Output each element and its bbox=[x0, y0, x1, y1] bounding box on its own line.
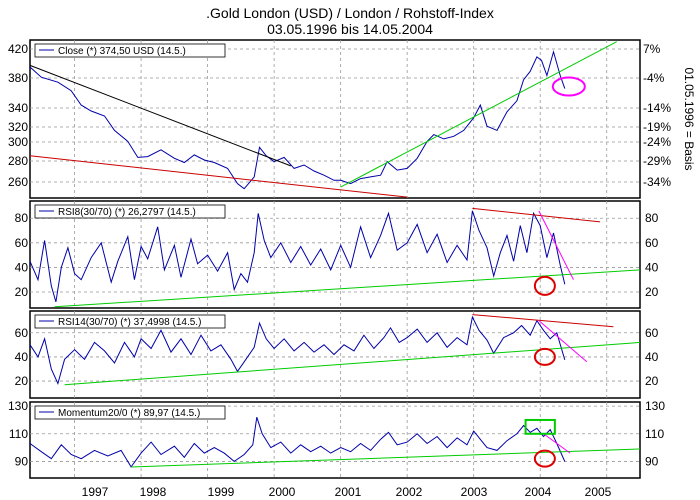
rsi14-short-trend bbox=[538, 320, 588, 363]
legend: RSI8(30/70) (*) 26,2797 (14.5.) bbox=[34, 204, 226, 219]
rsi14-highlight-circle bbox=[533, 347, 556, 366]
legend: Momentum20/0 (*) 89,97 (14.5.) bbox=[34, 405, 226, 420]
basis-label: 01.05.1996 = Basis bbox=[682, 67, 696, 170]
y-tick-label-right: 130 bbox=[645, 399, 665, 413]
legend-box bbox=[34, 314, 226, 329]
pct-tick-label: -4% bbox=[643, 71, 665, 85]
pct-tick-label: -14% bbox=[643, 101, 671, 115]
legend-box bbox=[34, 43, 226, 58]
y-tick-label: 20 bbox=[15, 285, 29, 299]
rsi8-short-trend bbox=[538, 210, 574, 280]
pct-tick-label: 7% bbox=[643, 42, 661, 56]
legend-box bbox=[34, 204, 226, 219]
legend: RSI14(30/70) (*) 37,4998 (14.5.) bbox=[34, 314, 226, 329]
rsi8-support-line bbox=[54, 269, 641, 308]
series-line bbox=[29, 210, 566, 303]
y-tick-label-right: 110 bbox=[645, 427, 664, 441]
y-tick-label: 300 bbox=[8, 135, 28, 149]
momentum-support-line bbox=[131, 448, 641, 468]
panel-frame-1 bbox=[29, 39, 641, 199]
downtrend-line bbox=[29, 64, 291, 167]
x-tick-label: 1997 bbox=[82, 485, 109, 499]
x-tick-label: 2003 bbox=[461, 485, 488, 499]
pct-tick-label: -19% bbox=[643, 120, 671, 134]
y-tick-label-right: 40 bbox=[645, 260, 659, 274]
y-tick-label: 110 bbox=[9, 427, 28, 441]
legend: Close (*) 374,50 USD (14.5.) bbox=[34, 43, 226, 58]
y-tick-label: 60 bbox=[15, 326, 29, 340]
pct-tick-label: -34% bbox=[643, 175, 671, 189]
pct-tick-label: -24% bbox=[643, 135, 671, 149]
chart-title: .Gold London (USD) / London / Rohstoff-I… bbox=[206, 5, 494, 21]
y-tick-label: 340 bbox=[8, 101, 28, 115]
legend-box bbox=[34, 405, 226, 420]
y-tick-label-right: 80 bbox=[645, 211, 659, 225]
legend-label: Close (*) 374,50 USD (14.5.) bbox=[58, 46, 186, 57]
y-tick-label: 40 bbox=[15, 260, 29, 274]
momentum-highlight-circle bbox=[533, 449, 556, 468]
momentum-highlight-box bbox=[524, 418, 556, 435]
x-tick-label: 1999 bbox=[208, 485, 235, 499]
y-tick-label: 40 bbox=[15, 350, 29, 364]
uptrend-line bbox=[340, 41, 617, 188]
y-tick-label: 90 bbox=[15, 454, 29, 468]
y-tick-label: 130 bbox=[8, 399, 28, 413]
y-tick-label: 80 bbox=[15, 211, 29, 225]
x-tick-label: 2002 bbox=[396, 485, 423, 499]
x-tick-label: 2005 bbox=[585, 485, 612, 499]
x-tick-label: 2004 bbox=[525, 485, 552, 499]
y-tick-label: 260 bbox=[8, 175, 28, 189]
series-line bbox=[29, 315, 566, 385]
legend-label: RSI14(30/70) (*) 37,4998 (14.5.) bbox=[58, 317, 201, 328]
legend-label: RSI8(30/70) (*) 26,2797 (14.5.) bbox=[58, 207, 196, 218]
rsi8-highlight-circle bbox=[533, 275, 556, 296]
panel-frame-2 bbox=[29, 200, 641, 309]
series-line bbox=[29, 49, 566, 190]
rsi14-resistance-line bbox=[472, 314, 614, 328]
y-tick-label: 280 bbox=[8, 154, 28, 168]
momentum-short-trend bbox=[543, 433, 571, 454]
x-tick-label: 2001 bbox=[335, 485, 362, 499]
y-tick-label-right: 40 bbox=[645, 350, 659, 364]
chart-subtitle: 03.05.1996 bis 14.05.2004 bbox=[267, 21, 433, 37]
y-tick-label: 380 bbox=[8, 71, 28, 85]
y-tick-label-right: 60 bbox=[645, 236, 659, 250]
y-tick-label-right: 90 bbox=[645, 454, 659, 468]
y-tick-label: 420 bbox=[8, 42, 28, 56]
y-tick-label-right: 20 bbox=[645, 374, 659, 388]
legend-label: Momentum20/0 (*) 89,97 (14.5.) bbox=[58, 408, 200, 419]
y-tick-label-right: 20 bbox=[645, 285, 659, 299]
y-tick-label-right: 60 bbox=[645, 326, 659, 340]
pct-tick-label: -29% bbox=[643, 154, 671, 168]
long-support-line bbox=[29, 155, 408, 198]
y-tick-label: 320 bbox=[8, 120, 28, 134]
y-tick-label: 20 bbox=[15, 374, 29, 388]
rsi8-resistance-line bbox=[472, 207, 601, 223]
y-tick-label: 60 bbox=[15, 236, 29, 250]
price-highlight-circle bbox=[551, 76, 586, 97]
series-line bbox=[29, 417, 566, 468]
x-tick-label: 1998 bbox=[140, 485, 167, 499]
x-tick-label: 2000 bbox=[269, 485, 296, 499]
